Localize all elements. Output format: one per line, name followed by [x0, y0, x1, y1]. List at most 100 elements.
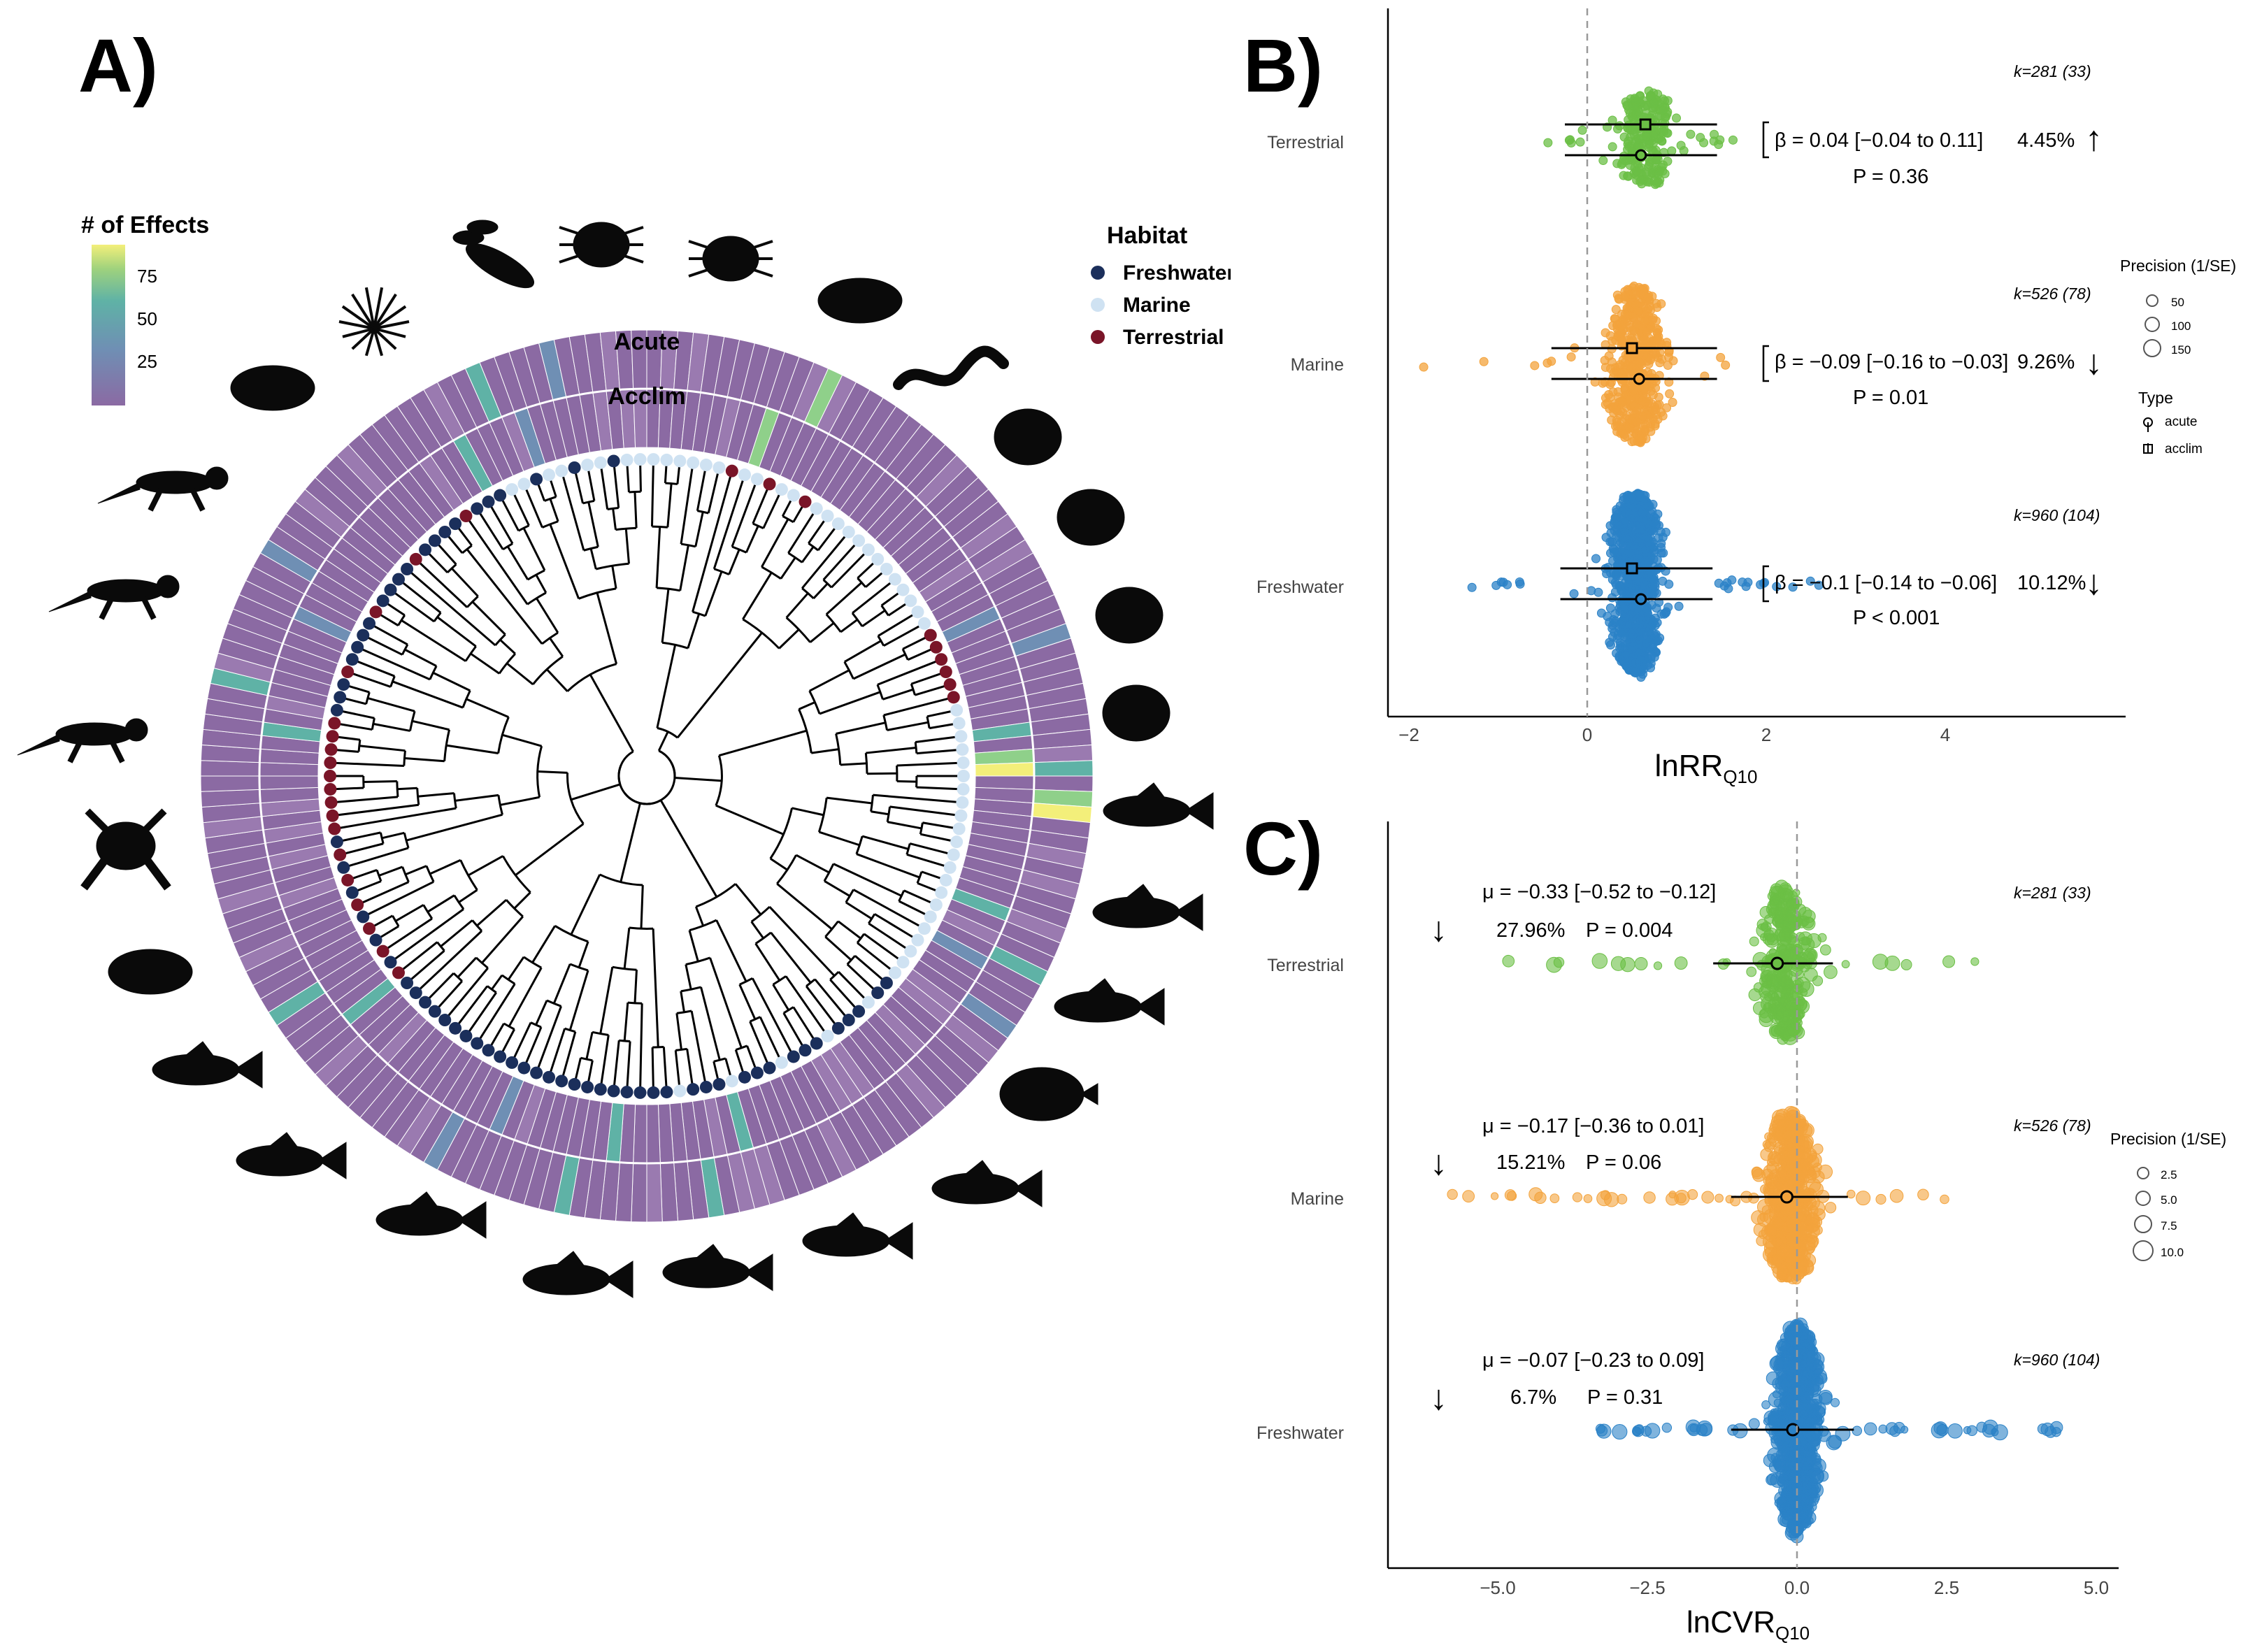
lncvr-point	[1775, 1355, 1785, 1365]
lncvr-point	[1791, 1175, 1805, 1188]
lnrr-point	[1632, 489, 1642, 499]
lnrr-point	[1616, 396, 1626, 406]
lnrr-point	[1629, 661, 1639, 671]
lncvr-point	[1772, 1236, 1783, 1248]
lnrr-point	[1635, 536, 1645, 546]
lncvr-point	[1809, 1398, 1822, 1412]
lncvr-point	[1805, 1426, 1821, 1442]
lncvr-point	[1824, 1202, 1837, 1214]
lncvr-point	[1797, 1360, 1808, 1371]
lncvr-point	[1807, 1482, 1824, 1498]
lncvr-point	[1789, 1447, 1800, 1458]
lncvr-point	[1812, 1143, 1824, 1155]
lncvr-point	[1780, 1178, 1793, 1191]
lncvr-point	[1773, 973, 1784, 983]
lncvr-point	[1778, 1387, 1787, 1396]
lncvr-point	[1810, 1347, 1819, 1356]
lncvr-point	[1779, 997, 1792, 1010]
lncvr-point	[1775, 1410, 1787, 1423]
lncvr-point	[1795, 1437, 1807, 1449]
lnrr-point	[1627, 561, 1637, 570]
lncvr-point	[1781, 1394, 1792, 1405]
lnrr-point	[1618, 602, 1628, 612]
lnrr-point	[1637, 626, 1647, 636]
lnrr-point	[1652, 316, 1661, 326]
lnrr-point	[1636, 542, 1646, 552]
lnrr-point	[1638, 285, 1648, 295]
lnrr-point	[1630, 624, 1640, 634]
lncvr-point	[1818, 1164, 1833, 1179]
lnrr-point	[1628, 108, 1638, 118]
lnrr-point	[1624, 608, 1634, 617]
lnrr-point	[1629, 561, 1639, 570]
lnrr-point	[1631, 365, 1641, 375]
c-row-label: Marine	[1291, 1189, 1344, 1209]
lnrr-point	[1628, 387, 1638, 396]
lnrr-point	[1634, 322, 1644, 332]
lnrr-point	[1610, 314, 1620, 324]
lncvr-point	[1788, 1265, 1799, 1277]
b-type-item: acute	[2165, 415, 2197, 429]
lnrr-point	[1614, 392, 1624, 402]
lnrr-point	[1616, 368, 1626, 378]
lnrr-point	[1658, 411, 1668, 421]
lnrr-point	[1634, 625, 1644, 635]
c-x-tick: −2.5	[1629, 1577, 1665, 1598]
lncvr-point	[1810, 1215, 1823, 1228]
lncvr-point	[1799, 1501, 1807, 1510]
lnrr-point	[1631, 655, 1640, 665]
lncvr-point	[1808, 1181, 1824, 1197]
lncvr-point	[1782, 1158, 1798, 1175]
lnrr-point	[1608, 402, 1618, 412]
lncvr-point	[1775, 1196, 1790, 1212]
lncvr-point	[1805, 1476, 1814, 1485]
lnrr-point	[1630, 389, 1640, 398]
c-precision-item: 2.5	[2161, 1168, 2177, 1181]
lnrr-point	[1626, 562, 1635, 572]
lncvr-point	[1770, 992, 1780, 1001]
lncvr-point	[1793, 1256, 1809, 1272]
lnrr-point	[1641, 397, 1651, 407]
lncvr-point	[1789, 1263, 1803, 1277]
lnrr-point	[1661, 608, 1670, 618]
lnrr-point	[1646, 515, 1656, 524]
lnrr-point	[1631, 553, 1640, 563]
lncvr-point	[1807, 1384, 1821, 1398]
lnrr-point	[1635, 382, 1645, 392]
lncvr-point	[1781, 1172, 1790, 1181]
lnrr-point	[1633, 568, 1642, 577]
tip-point	[530, 1066, 543, 1079]
lnrr-point	[1641, 523, 1651, 533]
lncvr-point	[1805, 1399, 1817, 1411]
lncvr-point	[1783, 978, 1794, 990]
lncvr-point	[1811, 1393, 1823, 1405]
lnrr-point	[1633, 649, 1642, 659]
lnrr-point	[1640, 645, 1649, 655]
lnrr-point	[1633, 503, 1642, 512]
tip-point	[428, 1005, 441, 1018]
lncvr-point	[1793, 1369, 1807, 1383]
lnrr-point	[1645, 632, 1654, 642]
lnrr-point	[1638, 96, 1648, 106]
lnrr-point	[1631, 582, 1641, 592]
lnrr-point	[1650, 180, 1660, 189]
lnrr-point	[1641, 169, 1651, 179]
lncvr-point	[1806, 1476, 1817, 1487]
lncvr-point	[1807, 1470, 1821, 1484]
lncvr-point	[1775, 1021, 1791, 1037]
lnrr-point	[1619, 171, 1628, 180]
lnrr-point	[1614, 294, 1624, 304]
lncvr-point	[1591, 953, 1608, 969]
lncvr-point	[1773, 1142, 1786, 1154]
lnrr-point	[1626, 570, 1636, 580]
lnrr-point	[1614, 603, 1624, 613]
lnrr-point	[1635, 153, 1645, 163]
lnrr-point	[1618, 496, 1628, 505]
lnrr-point	[1627, 568, 1637, 578]
lncvr-point	[1792, 1493, 1807, 1508]
lncvr-point	[1966, 1425, 1978, 1437]
lncvr-point	[1780, 1492, 1791, 1503]
lnrr-point	[1625, 611, 1635, 621]
sea-urchin-icon	[338, 287, 410, 357]
lnrr-point	[1645, 520, 1654, 530]
